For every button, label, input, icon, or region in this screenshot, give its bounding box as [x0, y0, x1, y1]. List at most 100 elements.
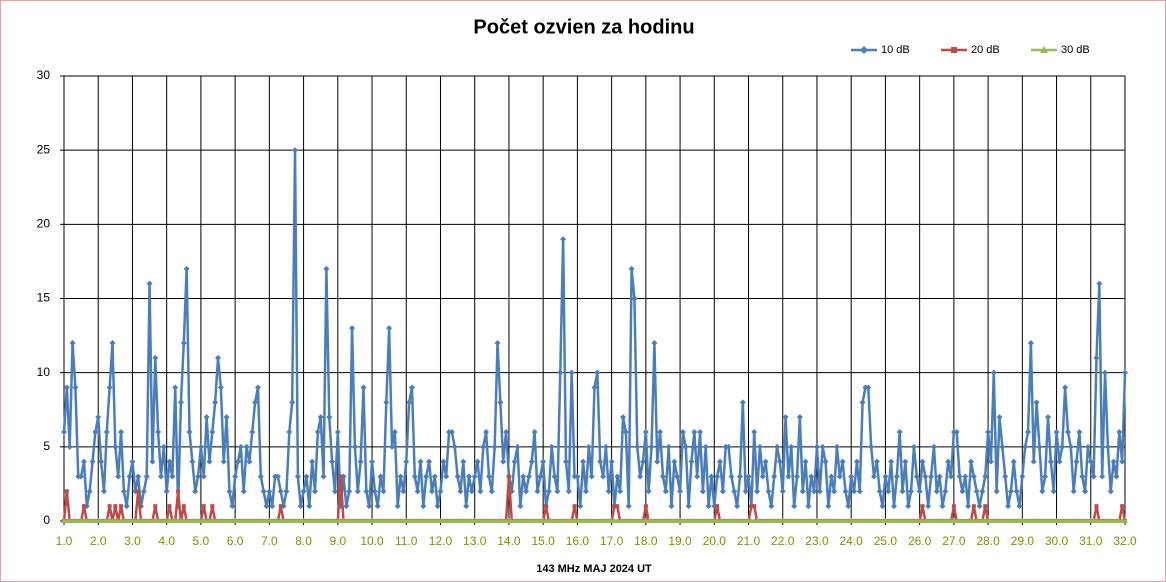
data-point	[545, 488, 552, 495]
data-point	[1019, 473, 1026, 480]
data-point	[172, 384, 179, 391]
data-point	[1025, 429, 1032, 435]
data-point	[939, 503, 946, 510]
data-point	[254, 384, 261, 391]
data-point	[548, 443, 555, 450]
data-point	[157, 473, 164, 480]
legend-label: 30 dB	[1061, 44, 1090, 56]
data-point	[822, 458, 829, 465]
data-point	[460, 458, 467, 465]
data-point	[565, 488, 572, 495]
data-point	[982, 473, 989, 480]
data-point	[274, 473, 281, 480]
data-point	[759, 473, 766, 480]
data-point	[411, 473, 418, 480]
data-point	[1050, 488, 1057, 495]
data-point	[1033, 399, 1040, 406]
data-point	[306, 503, 313, 510]
data-point	[454, 473, 461, 480]
x-tick-label: 23.0	[805, 534, 829, 548]
data-point	[910, 443, 917, 450]
data-point	[531, 429, 538, 435]
data-point	[796, 414, 803, 421]
data-point	[560, 236, 567, 243]
x-tick-label: 1.0	[56, 534, 73, 548]
data-point	[1042, 473, 1049, 480]
data-point	[959, 488, 966, 495]
data-point	[123, 503, 130, 510]
data-point	[112, 443, 119, 450]
x-tick-label: 16.0	[566, 534, 590, 548]
data-point	[1036, 443, 1043, 450]
x-tick-label: 28.0	[976, 534, 1000, 548]
data-point	[477, 488, 484, 495]
data-point	[311, 488, 318, 495]
data-point	[72, 384, 79, 391]
data-point	[839, 458, 846, 465]
data-point	[210, 504, 215, 509]
data-point	[859, 399, 866, 406]
data-point	[1044, 414, 1051, 421]
data-point	[417, 458, 424, 465]
x-tick-label: 26.0	[908, 534, 932, 548]
data-point	[582, 488, 589, 495]
data-point	[351, 443, 358, 450]
data-point	[585, 443, 592, 450]
data-point	[967, 458, 974, 465]
data-point	[1079, 473, 1086, 480]
data-point	[1067, 443, 1074, 450]
data-point	[491, 443, 498, 450]
data-point	[169, 473, 176, 480]
data-point	[223, 414, 230, 421]
x-tick-label: 24.0	[840, 534, 864, 548]
data-point	[682, 443, 689, 450]
data-point	[645, 488, 652, 495]
data-point	[146, 280, 153, 287]
data-point	[634, 443, 641, 450]
data-point	[659, 473, 666, 480]
data-point	[836, 473, 843, 480]
data-point	[831, 488, 838, 495]
data-point	[232, 473, 239, 480]
data-point	[928, 473, 935, 480]
data-point	[971, 504, 976, 509]
legend-label: 20 dB	[971, 44, 1000, 56]
data-point	[278, 504, 283, 509]
data-point	[334, 429, 341, 435]
data-point	[297, 503, 304, 510]
data-point	[480, 443, 487, 450]
data-point	[1022, 443, 1029, 450]
data-point	[882, 473, 889, 480]
data-point	[286, 429, 293, 435]
data-point	[500, 458, 507, 465]
data-point	[451, 443, 458, 450]
data-point	[591, 384, 598, 391]
data-point	[143, 473, 150, 480]
data-point	[1119, 458, 1126, 465]
data-point	[1064, 429, 1071, 435]
data-point	[802, 458, 809, 465]
x-tick-label: 10.0	[360, 534, 384, 548]
data-point	[391, 429, 398, 435]
y-tick-label: 5	[43, 439, 50, 453]
data-point	[1094, 504, 1099, 509]
y-tick-label: 30	[37, 68, 51, 82]
data-point	[637, 473, 644, 480]
data-point	[1122, 369, 1128, 376]
data-point	[794, 473, 801, 480]
data-point	[562, 458, 569, 465]
data-point	[212, 399, 219, 406]
data-point	[366, 503, 373, 510]
data-point	[588, 473, 595, 480]
chart-title: Počet ozvien za hodinu	[473, 16, 694, 38]
data-point	[782, 414, 789, 421]
data-point	[229, 503, 236, 510]
data-point	[314, 429, 321, 435]
data-point	[1087, 458, 1094, 465]
data-point	[1084, 443, 1091, 450]
data-point	[537, 473, 544, 480]
data-point	[136, 489, 141, 494]
data-point	[890, 503, 897, 510]
data-point	[1010, 458, 1017, 465]
data-point	[86, 488, 93, 495]
